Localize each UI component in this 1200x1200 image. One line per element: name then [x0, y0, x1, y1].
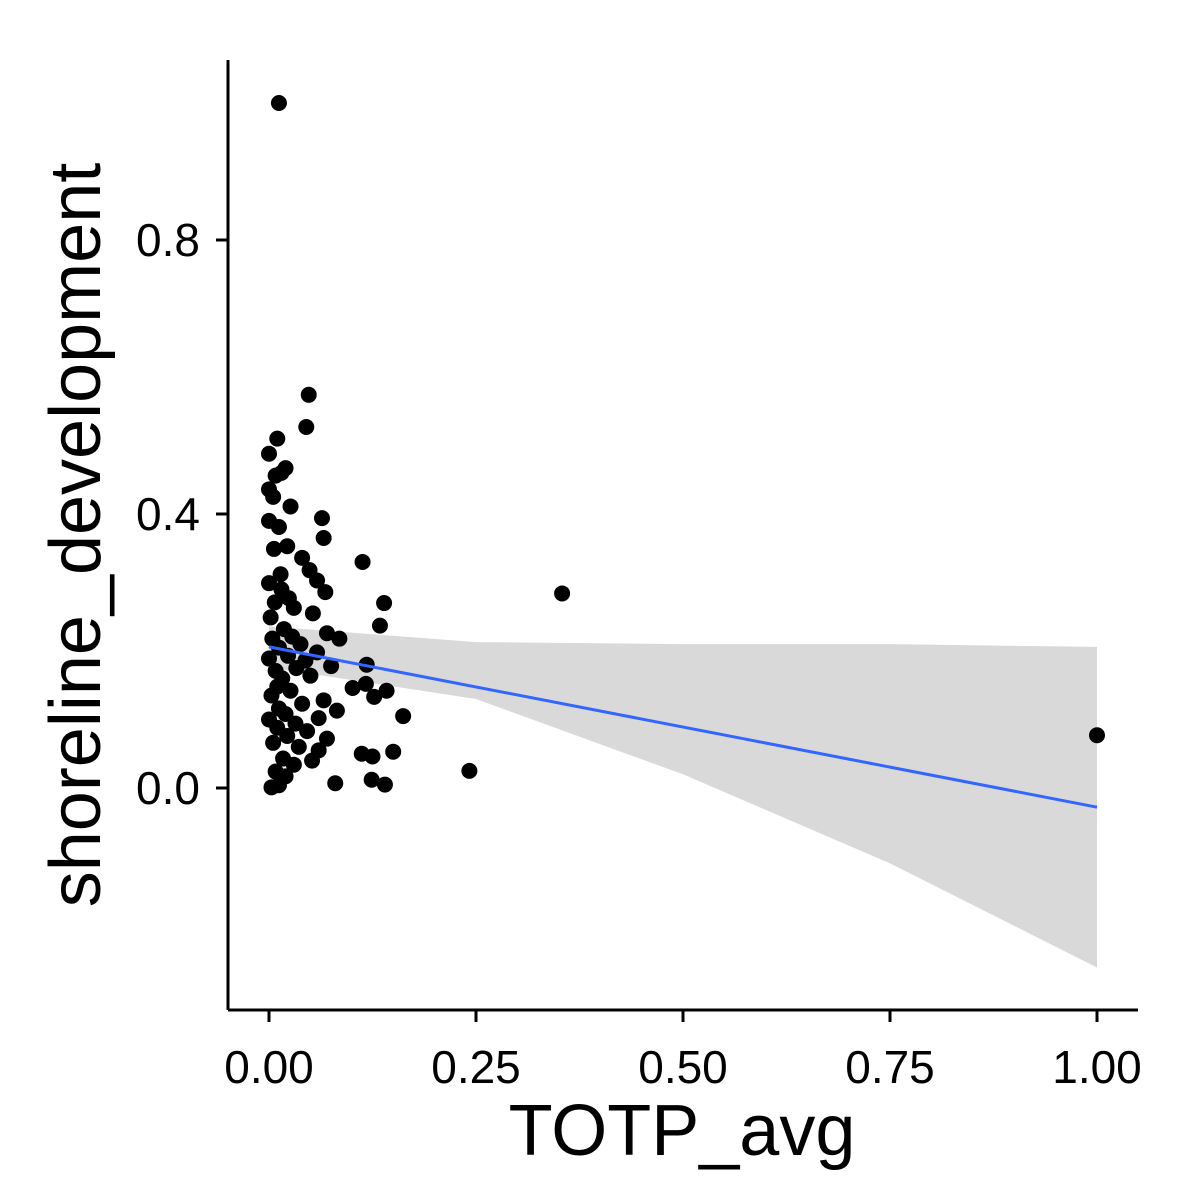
- data-point: [327, 775, 344, 792]
- data-point: [300, 386, 317, 403]
- trend-line: [268, 645, 1098, 809]
- data-point: [277, 706, 294, 723]
- data-point: [376, 595, 393, 612]
- data-point: [344, 679, 361, 696]
- y-tick-label: 0.4: [136, 488, 200, 540]
- axes-layer: 0.00 0.25 0.50 0.75 1.00 0.0 0.4 0.8: [136, 60, 1142, 1093]
- data-point: [315, 529, 332, 546]
- data-point: [270, 95, 287, 111]
- data-point: [287, 715, 304, 732]
- data-point: [310, 710, 327, 727]
- x-axis-title: TOTP_avg: [509, 1091, 856, 1171]
- data-point: [299, 723, 316, 740]
- data-point: [265, 540, 282, 557]
- data-point: [262, 609, 279, 626]
- data-point: [317, 584, 334, 601]
- x-tick-label: 0.50: [638, 1041, 728, 1093]
- data-point: [266, 594, 283, 611]
- data-point: [323, 658, 340, 675]
- data-point: [269, 678, 286, 695]
- data-point: [395, 708, 412, 725]
- data-point: [371, 617, 388, 634]
- data-point: [261, 575, 277, 592]
- data-point: [328, 702, 345, 719]
- data-point: [318, 730, 335, 747]
- x-tick-label: 0.75: [845, 1041, 935, 1093]
- data-point: [318, 625, 335, 642]
- data-point: [267, 467, 284, 484]
- data-point: [279, 538, 296, 555]
- data-point: [461, 762, 478, 779]
- data-point: [282, 682, 299, 699]
- data-point: [304, 605, 321, 622]
- data-point: [364, 748, 381, 765]
- data-point: [309, 572, 326, 589]
- data-point: [265, 734, 282, 751]
- data-point: [285, 756, 302, 773]
- data-point: [354, 553, 371, 570]
- data-point: [294, 695, 311, 712]
- data-point: [1089, 727, 1105, 744]
- data-point: [302, 667, 319, 684]
- data-point: [376, 776, 393, 793]
- data-point: [363, 771, 380, 788]
- data-point: [378, 682, 395, 699]
- data-point: [261, 650, 277, 667]
- y-tick-label: 0.0: [136, 762, 200, 814]
- data-point: [279, 727, 296, 744]
- x-tick-label: 0.25: [431, 1041, 521, 1093]
- data-point: [269, 430, 286, 447]
- data-point: [298, 419, 315, 436]
- data-point: [554, 585, 571, 602]
- data-point: [331, 630, 348, 647]
- data-point: [282, 498, 299, 515]
- data-point: [265, 488, 282, 505]
- points-layer: [261, 95, 1105, 796]
- data-point: [315, 692, 332, 709]
- data-point: [304, 752, 321, 769]
- data-point: [261, 445, 277, 462]
- data-point: [294, 549, 311, 566]
- data-point: [297, 652, 314, 669]
- x-tick-label: 0.00: [224, 1041, 314, 1093]
- data-point: [385, 743, 402, 760]
- data-point: [270, 519, 287, 536]
- y-axis-title: shoreline_development: [36, 163, 116, 908]
- data-point: [273, 581, 290, 598]
- data-point: [284, 628, 301, 645]
- data-point: [263, 779, 280, 796]
- confidence-band-layer: [269, 626, 1097, 968]
- data-point: [366, 688, 383, 705]
- data-point: [313, 510, 330, 527]
- data-point: [285, 599, 302, 616]
- data-point: [272, 566, 289, 583]
- x-tick-label: 1.00: [1052, 1041, 1142, 1093]
- trend-line-layer: [268, 645, 1098, 809]
- confidence-band: [269, 626, 1097, 968]
- data-point: [290, 738, 307, 755]
- y-tick-label: 0.8: [136, 214, 200, 266]
- data-point: [357, 675, 374, 692]
